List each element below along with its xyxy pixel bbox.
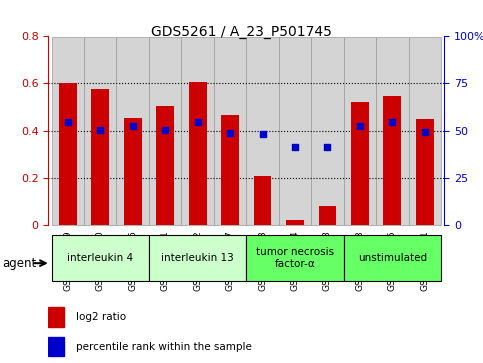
- Point: [421, 129, 429, 135]
- Bar: [319, 206, 337, 225]
- FancyBboxPatch shape: [116, 37, 149, 225]
- Point: [291, 144, 299, 150]
- FancyBboxPatch shape: [344, 235, 441, 281]
- Text: interleukin 13: interleukin 13: [161, 253, 234, 263]
- Bar: [48, 307, 64, 327]
- FancyBboxPatch shape: [52, 37, 84, 225]
- Point: [388, 119, 396, 125]
- Point: [161, 127, 169, 132]
- FancyBboxPatch shape: [182, 37, 214, 225]
- Bar: [416, 119, 434, 225]
- FancyBboxPatch shape: [52, 235, 149, 281]
- FancyBboxPatch shape: [84, 37, 116, 225]
- Bar: [351, 102, 369, 225]
- Bar: [124, 118, 142, 225]
- Point: [226, 130, 234, 135]
- FancyBboxPatch shape: [409, 37, 441, 225]
- FancyBboxPatch shape: [214, 37, 246, 225]
- Bar: [59, 83, 77, 225]
- Bar: [286, 220, 304, 225]
- Text: log2 ratio: log2 ratio: [76, 312, 126, 322]
- FancyBboxPatch shape: [376, 37, 409, 225]
- Text: GDS5261 / A_23_P501745: GDS5261 / A_23_P501745: [151, 25, 332, 40]
- FancyBboxPatch shape: [279, 37, 311, 225]
- Point: [97, 127, 104, 132]
- FancyBboxPatch shape: [246, 37, 279, 225]
- FancyBboxPatch shape: [149, 37, 182, 225]
- Point: [356, 123, 364, 129]
- Bar: [189, 82, 207, 225]
- FancyBboxPatch shape: [344, 37, 376, 225]
- FancyBboxPatch shape: [149, 235, 246, 281]
- Point: [64, 119, 71, 125]
- Text: interleukin 4: interleukin 4: [67, 253, 133, 263]
- Text: agent: agent: [2, 257, 37, 270]
- FancyBboxPatch shape: [246, 235, 344, 281]
- Point: [324, 144, 331, 150]
- Text: percentile rank within the sample: percentile rank within the sample: [76, 342, 252, 352]
- Point: [259, 131, 267, 136]
- FancyBboxPatch shape: [311, 37, 344, 225]
- Point: [194, 119, 201, 125]
- Text: unstimulated: unstimulated: [358, 253, 427, 263]
- Bar: [48, 337, 64, 356]
- Bar: [254, 176, 271, 225]
- Bar: [221, 115, 239, 225]
- Point: [129, 123, 137, 129]
- Bar: [91, 89, 109, 225]
- Bar: [384, 97, 401, 225]
- Bar: [156, 106, 174, 225]
- Text: tumor necrosis
factor-α: tumor necrosis factor-α: [256, 247, 334, 269]
